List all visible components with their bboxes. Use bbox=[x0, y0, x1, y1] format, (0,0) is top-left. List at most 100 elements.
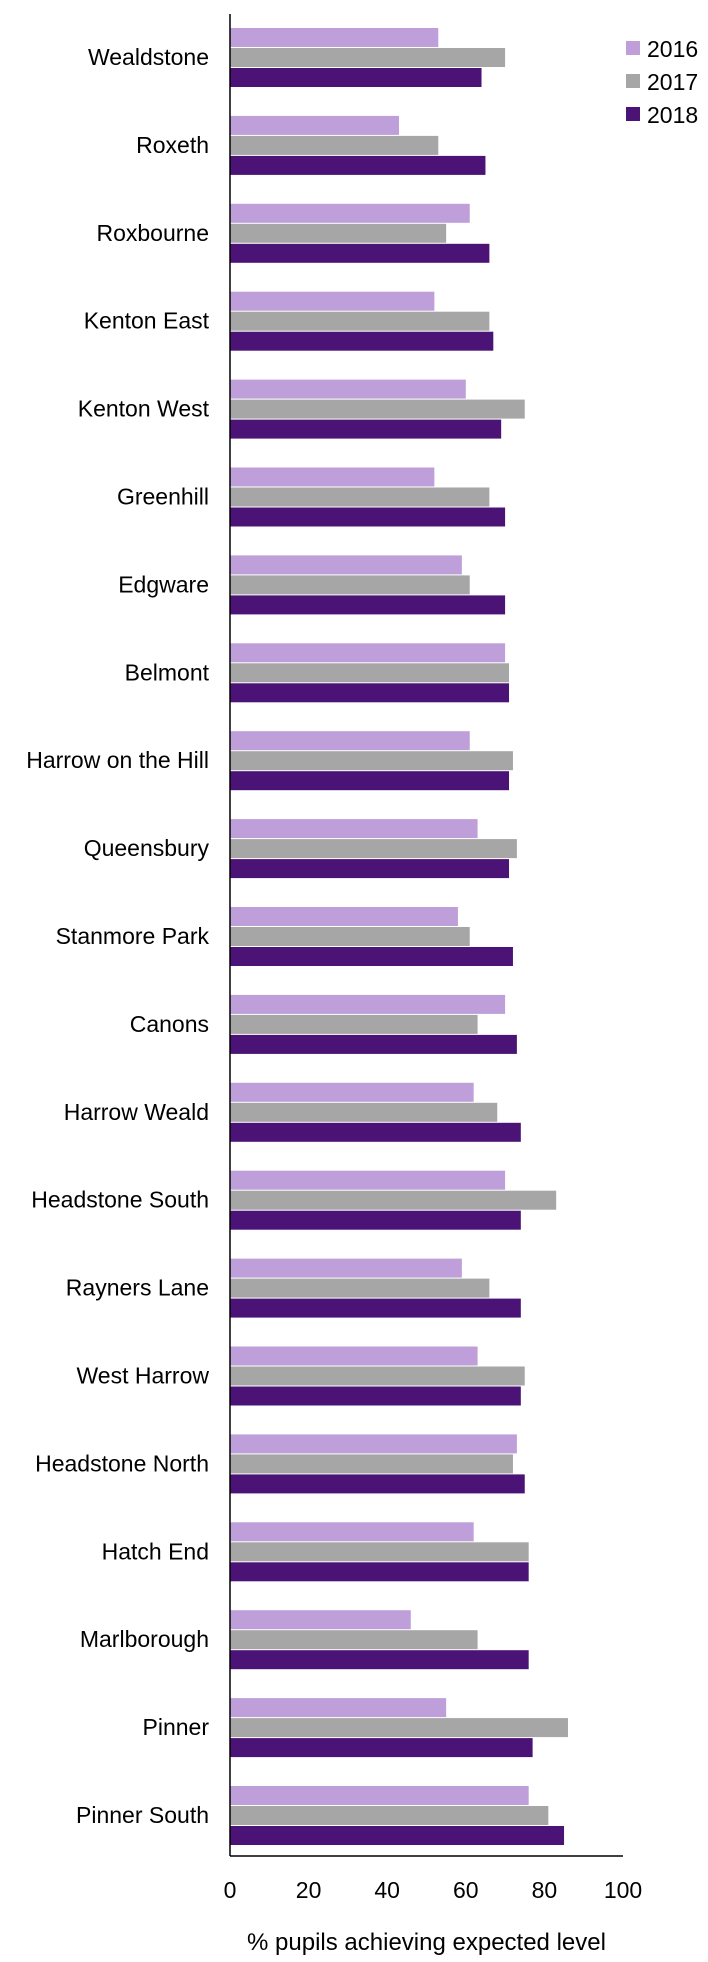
bar bbox=[230, 48, 506, 67]
category-label: Roxeth bbox=[136, 132, 209, 158]
bar bbox=[230, 68, 482, 87]
bar bbox=[230, 1806, 549, 1825]
bar bbox=[230, 311, 490, 331]
category-label: Harrow on the Hill bbox=[26, 747, 209, 773]
x-tick-label: 80 bbox=[532, 1877, 558, 1903]
category-label: Canons bbox=[130, 1011, 209, 1037]
bar bbox=[230, 1650, 529, 1670]
category-label: Headstone South bbox=[31, 1187, 209, 1213]
bar bbox=[230, 771, 510, 791]
legend-label: 2018 bbox=[647, 102, 698, 128]
bar bbox=[230, 839, 517, 859]
bar bbox=[230, 1170, 506, 1190]
bar bbox=[230, 467, 435, 487]
category-labels: Wealdstone Roxeth Roxbourne Kenton East Kent… bbox=[26, 44, 209, 1828]
bar bbox=[230, 819, 478, 839]
bar bbox=[230, 1366, 525, 1386]
legend-label: 2016 bbox=[647, 36, 698, 62]
bar bbox=[230, 1346, 478, 1366]
x-tick-label: 60 bbox=[453, 1877, 479, 1903]
bar bbox=[230, 1210, 521, 1230]
x-axis-title: % pupils achieving expected level bbox=[247, 1929, 606, 1956]
legend-swatch bbox=[626, 74, 640, 88]
x-tick-label: 100 bbox=[604, 1877, 642, 1903]
category-label: Kenton West bbox=[78, 396, 210, 422]
category-label: Headstone North bbox=[35, 1450, 209, 1476]
bar bbox=[230, 663, 510, 683]
category-label: Stanmore Park bbox=[56, 923, 210, 949]
bar bbox=[230, 1386, 521, 1406]
bar bbox=[230, 1034, 517, 1054]
bar bbox=[230, 1562, 529, 1582]
bar bbox=[230, 1278, 490, 1298]
bar bbox=[230, 1698, 447, 1718]
bar bbox=[230, 927, 470, 946]
bar bbox=[230, 1014, 478, 1034]
category-label: Queensbury bbox=[84, 835, 210, 861]
bar bbox=[230, 1102, 498, 1122]
bar bbox=[230, 907, 458, 926]
bar bbox=[230, 1298, 521, 1318]
bar bbox=[230, 203, 470, 223]
bar bbox=[230, 947, 513, 966]
bar bbox=[230, 1190, 557, 1210]
bar bbox=[230, 1718, 568, 1738]
bar bbox=[230, 115, 399, 135]
bar bbox=[230, 859, 510, 879]
bar bbox=[230, 487, 490, 507]
bars-layer bbox=[230, 28, 568, 1845]
bar bbox=[230, 751, 513, 771]
bar bbox=[230, 223, 447, 243]
category-label: Pinner bbox=[143, 1714, 210, 1740]
bar bbox=[230, 994, 506, 1014]
category-label: Hatch End bbox=[102, 1538, 209, 1564]
legend-swatch bbox=[626, 107, 640, 121]
x-tick-label: 20 bbox=[296, 1877, 322, 1903]
bar bbox=[230, 643, 506, 663]
bar bbox=[230, 1122, 521, 1142]
category-label: West Harrow bbox=[77, 1363, 210, 1389]
bar bbox=[230, 155, 486, 175]
bar bbox=[230, 1630, 478, 1650]
bar bbox=[230, 1610, 411, 1630]
x-axis-ticks: 0 20 40 60 80 100 bbox=[224, 1877, 643, 1903]
category-label: Pinner South bbox=[76, 1802, 209, 1828]
category-label: Greenhill bbox=[117, 484, 209, 510]
bar bbox=[230, 399, 525, 419]
legend-swatch bbox=[626, 41, 640, 55]
bar bbox=[230, 1434, 517, 1454]
category-label: Belmont bbox=[125, 659, 210, 685]
bar bbox=[230, 1474, 525, 1494]
category-label: Marlborough bbox=[80, 1626, 209, 1652]
bar bbox=[230, 595, 506, 615]
bar bbox=[230, 1826, 565, 1845]
bar bbox=[230, 1258, 462, 1278]
bar bbox=[230, 28, 439, 47]
x-tick-label: 0 bbox=[224, 1877, 237, 1903]
category-label: Kenton East bbox=[84, 308, 210, 334]
category-label: Wealdstone bbox=[88, 44, 209, 70]
bar bbox=[230, 555, 462, 575]
category-label: Harrow Weald bbox=[64, 1099, 209, 1125]
bar bbox=[230, 135, 439, 155]
bar bbox=[230, 731, 470, 751]
bar bbox=[230, 1786, 529, 1805]
bar bbox=[230, 507, 506, 527]
bar bbox=[230, 331, 494, 351]
bar bbox=[230, 1454, 513, 1474]
category-label: Roxbourne bbox=[96, 220, 209, 246]
bar bbox=[230, 1738, 533, 1758]
bar bbox=[230, 1542, 529, 1562]
category-label: Rayners Lane bbox=[66, 1275, 209, 1301]
bar bbox=[230, 243, 490, 263]
bar bbox=[230, 1082, 474, 1102]
bar bbox=[230, 575, 470, 595]
bar bbox=[230, 683, 510, 703]
bar bbox=[230, 419, 502, 439]
category-label: Edgware bbox=[118, 571, 209, 597]
x-tick-label: 40 bbox=[374, 1877, 400, 1903]
legend-label: 2017 bbox=[647, 69, 698, 95]
bar bbox=[230, 1522, 474, 1542]
bar bbox=[230, 291, 435, 311]
